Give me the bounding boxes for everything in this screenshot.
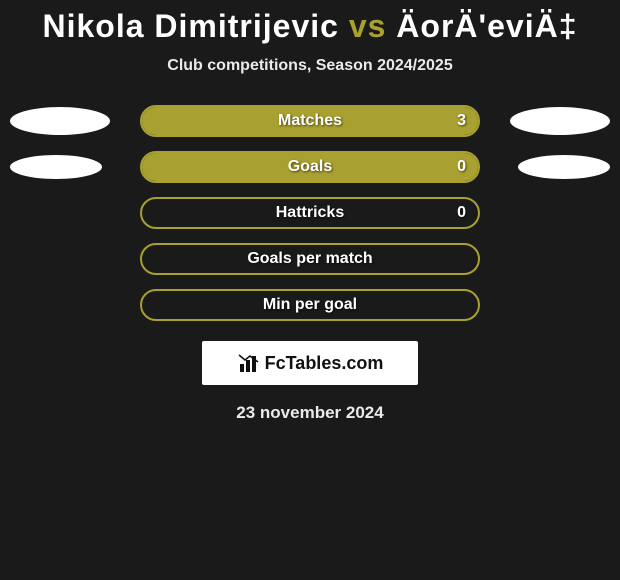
stat-row: Min per goal [0, 289, 620, 321]
logo-text: FcTables.com [265, 353, 384, 374]
stat-row: Goals0 [0, 151, 620, 183]
subtitle: Club competitions, Season 2024/2025 [0, 57, 620, 75]
bar-chart-icon [237, 351, 261, 375]
source-logo[interactable]: FcTables.com [202, 341, 418, 385]
stat-row: Matches3 [0, 105, 620, 137]
player1-marker [10, 107, 110, 135]
stat-row: Goals per match [0, 243, 620, 275]
player2-marker [518, 155, 610, 179]
stat-bar-track [140, 197, 480, 229]
stat-bar-fill-right [142, 107, 478, 135]
stat-bar-track [140, 151, 480, 183]
title-player2: ÄorÄ'eviÄ‡ [396, 8, 577, 44]
page-title: Nikola Dimitrijevic vs ÄorÄ'eviÄ‡ [0, 8, 620, 45]
stat-rows: Matches3 Goals0 Hattricks0 Goals per match M… [0, 105, 620, 321]
title-player1: Nikola Dimitrijevic [42, 8, 338, 44]
comparison-widget: Nikola Dimitrijevic vs ÄorÄ'eviÄ‡ Club c… [0, 0, 620, 423]
stat-bar-fill-right [142, 153, 478, 181]
title-vs: vs [349, 8, 387, 44]
stat-row: Hattricks0 [0, 197, 620, 229]
stat-bar-track [140, 289, 480, 321]
stat-bar-track [140, 105, 480, 137]
date-label: 23 november 2024 [0, 403, 620, 423]
player2-marker [510, 107, 610, 135]
stat-bar-track [140, 243, 480, 275]
player1-marker [10, 155, 102, 179]
